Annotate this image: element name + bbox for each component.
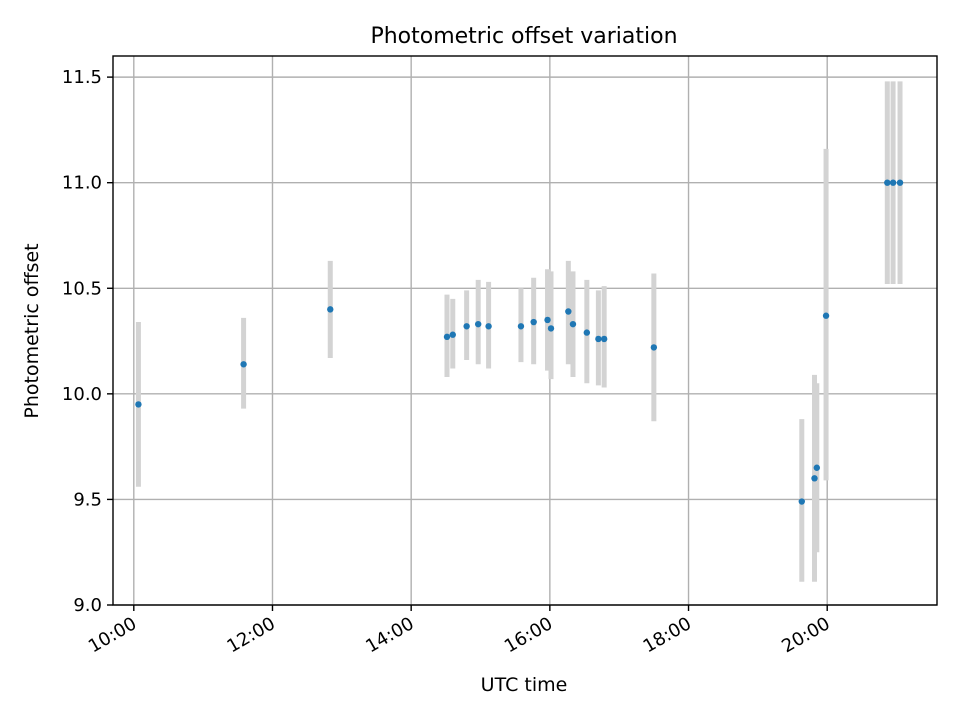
y-tick-label: 9.5 bbox=[73, 489, 102, 510]
data-point bbox=[595, 335, 602, 343]
data-point bbox=[463, 323, 470, 330]
data-point bbox=[889, 179, 897, 186]
data-point bbox=[443, 333, 451, 341]
data-point bbox=[547, 325, 555, 332]
data-point bbox=[327, 306, 334, 313]
data-point bbox=[530, 318, 537, 326]
y-axis-label: Photometric offset bbox=[21, 243, 43, 418]
data-point bbox=[565, 308, 572, 315]
grid-lines bbox=[113, 56, 937, 606]
data-point bbox=[240, 361, 247, 368]
data-point bbox=[896, 179, 904, 186]
data-point bbox=[583, 329, 591, 336]
y-tick-label: 11.0 bbox=[62, 173, 102, 194]
data-point bbox=[449, 331, 456, 338]
data-point bbox=[813, 464, 821, 471]
chart-title: Photometric offset variation bbox=[370, 24, 677, 49]
y-axis-ticks: 9.0 9.5 10.0 10.5 11.0 11.5 bbox=[62, 67, 113, 616]
y-tick-label: 9.0 bbox=[73, 595, 102, 616]
data-point bbox=[798, 498, 805, 505]
y-tick-label: 11.5 bbox=[62, 67, 102, 88]
x-axis-label: UTC time bbox=[481, 674, 568, 696]
data-point bbox=[517, 323, 525, 330]
plot-frame bbox=[112, 55, 938, 606]
data-point bbox=[135, 401, 142, 408]
data-point bbox=[474, 320, 482, 328]
data-point bbox=[822, 312, 830, 319]
data-point bbox=[884, 179, 891, 186]
y-tick-label: 10.5 bbox=[62, 278, 102, 299]
data-point bbox=[569, 320, 577, 328]
data-point bbox=[544, 316, 551, 324]
data-point bbox=[811, 475, 818, 482]
y-tick-label: 10.0 bbox=[62, 384, 102, 405]
data-point bbox=[650, 344, 658, 351]
data-points bbox=[135, 179, 904, 505]
data-point bbox=[600, 335, 608, 343]
data-point bbox=[485, 323, 492, 330]
